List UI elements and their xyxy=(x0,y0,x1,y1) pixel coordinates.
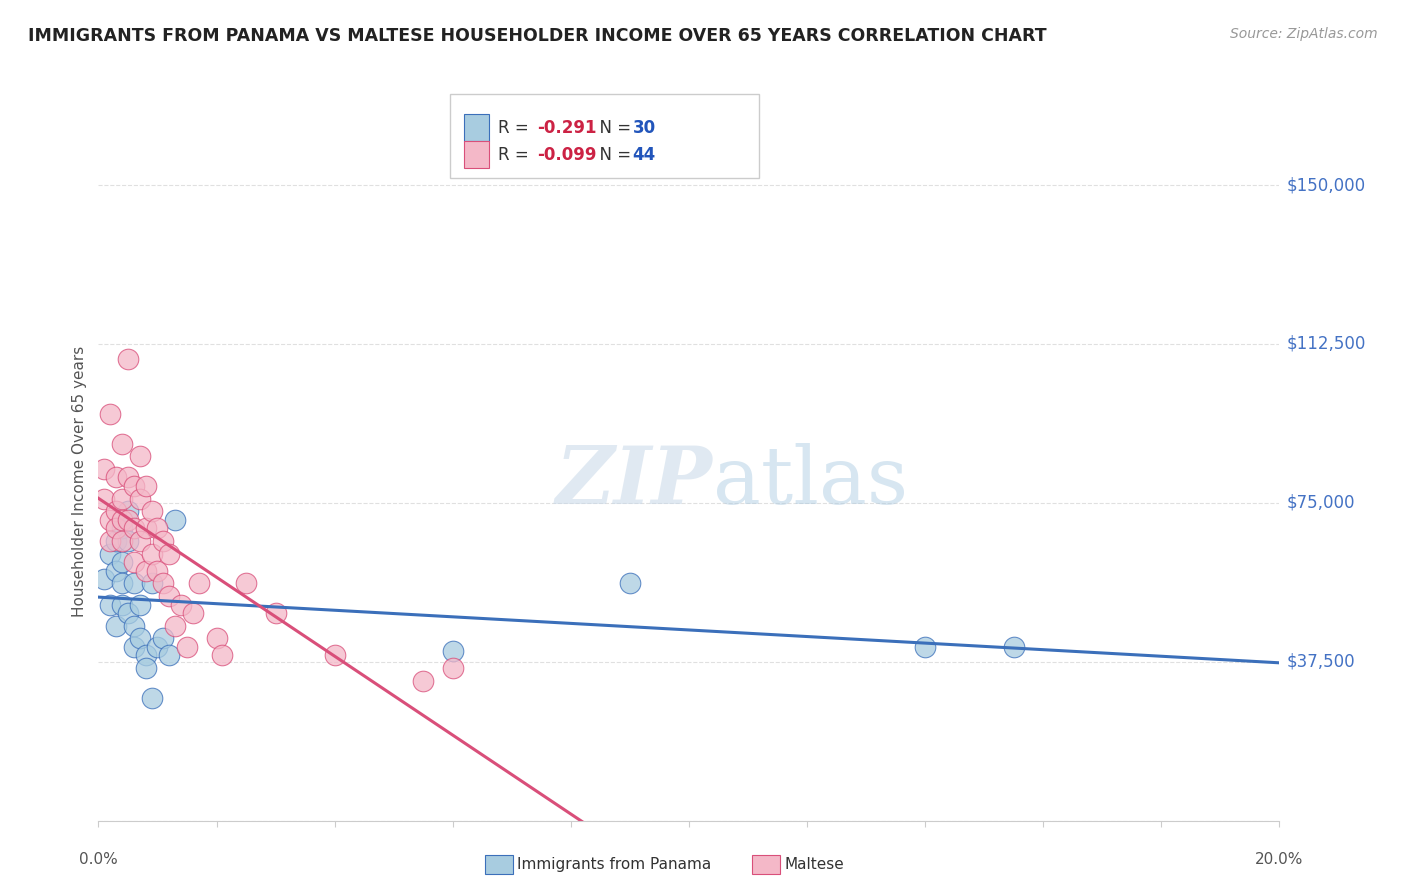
Point xyxy=(117,504,139,518)
Point xyxy=(235,576,257,591)
Text: N =: N = xyxy=(589,145,637,163)
Text: atlas: atlas xyxy=(713,442,908,521)
Point xyxy=(98,513,121,527)
Point xyxy=(105,533,128,548)
Point xyxy=(117,470,139,484)
Point xyxy=(152,576,174,591)
Point xyxy=(105,504,128,518)
Point xyxy=(157,547,180,561)
Point xyxy=(117,513,139,527)
Text: Immigrants from Panama: Immigrants from Panama xyxy=(517,857,711,871)
Point xyxy=(135,521,157,535)
Point xyxy=(98,407,121,421)
Text: N =: N = xyxy=(589,119,637,136)
Point xyxy=(170,598,193,612)
Text: R =: R = xyxy=(498,145,534,163)
Text: -0.099: -0.099 xyxy=(537,145,596,163)
Point xyxy=(122,479,145,493)
Point xyxy=(93,572,115,586)
Point xyxy=(141,576,163,591)
Point xyxy=(111,513,134,527)
Point xyxy=(441,644,464,658)
Text: ZIP: ZIP xyxy=(555,443,713,520)
Y-axis label: Householder Income Over 65 years: Householder Income Over 65 years xyxy=(72,346,87,617)
Point xyxy=(211,648,233,663)
Point xyxy=(122,555,145,569)
Point xyxy=(105,564,128,578)
Point xyxy=(152,632,174,646)
Point xyxy=(111,555,134,569)
Point xyxy=(111,533,134,548)
Text: 0.0%: 0.0% xyxy=(79,852,118,867)
Point xyxy=(914,640,936,654)
Point xyxy=(1002,640,1025,654)
Point xyxy=(412,673,434,688)
Text: $112,500: $112,500 xyxy=(1286,335,1365,353)
Point xyxy=(111,436,134,450)
Text: 30: 30 xyxy=(633,119,655,136)
Text: $75,000: $75,000 xyxy=(1286,494,1355,512)
Point xyxy=(135,479,157,493)
Point xyxy=(122,521,145,535)
Point xyxy=(111,521,134,535)
Point xyxy=(93,491,115,506)
Point xyxy=(105,619,128,633)
Point xyxy=(98,533,121,548)
Text: IMMIGRANTS FROM PANAMA VS MALTESE HOUSEHOLDER INCOME OVER 65 YEARS CORRELATION C: IMMIGRANTS FROM PANAMA VS MALTESE HOUSEH… xyxy=(28,27,1046,45)
Text: 44: 44 xyxy=(633,145,657,163)
Point xyxy=(135,564,157,578)
Point xyxy=(93,462,115,476)
Point xyxy=(128,491,150,506)
Point xyxy=(619,576,641,591)
Point xyxy=(111,576,134,591)
Point xyxy=(128,598,150,612)
Text: Maltese: Maltese xyxy=(785,857,844,871)
Point xyxy=(141,547,163,561)
Point xyxy=(146,521,169,535)
Point xyxy=(122,640,145,654)
Point xyxy=(187,576,209,591)
Text: R =: R = xyxy=(498,119,534,136)
Point xyxy=(323,648,346,663)
Text: $150,000: $150,000 xyxy=(1286,176,1365,194)
Point xyxy=(111,598,134,612)
Point xyxy=(205,632,228,646)
Text: 20.0%: 20.0% xyxy=(1256,852,1303,867)
Point xyxy=(146,640,169,654)
Point xyxy=(176,640,198,654)
Point xyxy=(122,576,145,591)
Point xyxy=(128,632,150,646)
Text: $37,500: $37,500 xyxy=(1286,653,1355,671)
Point xyxy=(98,598,121,612)
Text: Source: ZipAtlas.com: Source: ZipAtlas.com xyxy=(1230,27,1378,41)
Point xyxy=(111,491,134,506)
Point xyxy=(146,564,169,578)
Point xyxy=(141,504,163,518)
Point xyxy=(117,533,139,548)
Point xyxy=(165,513,187,527)
Text: -0.291: -0.291 xyxy=(537,119,596,136)
Point xyxy=(157,589,180,603)
Point xyxy=(122,619,145,633)
Point xyxy=(105,470,128,484)
Point xyxy=(165,619,187,633)
Point xyxy=(98,547,121,561)
Point xyxy=(141,690,163,705)
Point xyxy=(117,606,139,620)
Point xyxy=(152,533,174,548)
Point xyxy=(135,648,157,663)
Point xyxy=(264,606,287,620)
Point xyxy=(157,648,180,663)
Point xyxy=(117,351,139,366)
Point xyxy=(128,450,150,464)
Point xyxy=(135,661,157,675)
Point xyxy=(181,606,204,620)
Point xyxy=(128,533,150,548)
Point xyxy=(441,661,464,675)
Point xyxy=(105,521,128,535)
